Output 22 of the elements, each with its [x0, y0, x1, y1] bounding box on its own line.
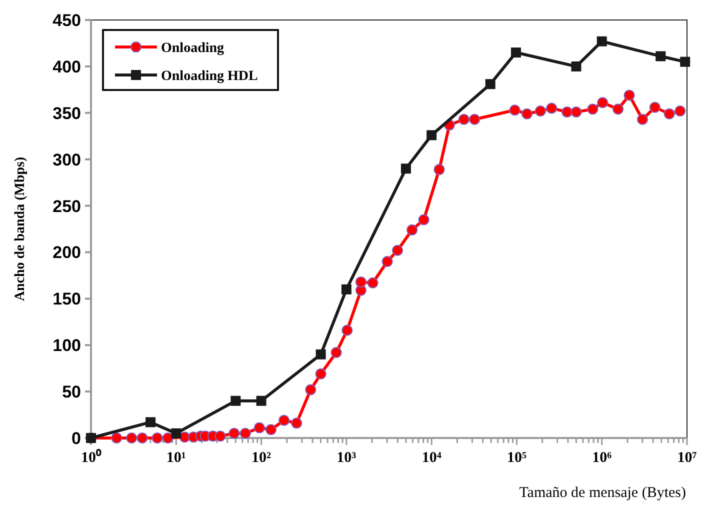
x-tick-label: 10⁵	[506, 450, 527, 466]
y-tick-label: 0	[72, 429, 81, 448]
x-tick-label: 10⁷	[677, 450, 698, 466]
legend-label: Onloading HDL	[161, 69, 258, 84]
y-tick-label: 250	[52, 196, 81, 216]
x-tick-label: 10⁶	[592, 450, 612, 466]
y-tick-label: 200	[52, 243, 81, 262]
y-tick-label: 100	[52, 336, 81, 356]
x-tick-label: 10¹	[166, 450, 186, 466]
y-tick-label: 50	[62, 382, 81, 402]
x-axis-title: Tamaño de mensaje (Bytes)	[519, 485, 686, 501]
x-tick-label: 10⁰	[81, 448, 102, 466]
y-tick-label: 150	[52, 290, 81, 309]
legend-label: Onloading	[161, 41, 224, 56]
y-axis-title: Ancho de banda (Mbps)	[13, 156, 28, 302]
y-tick-label: 300	[52, 150, 81, 170]
x-tick-label: 10²	[252, 450, 272, 466]
x-tick-label: 10⁴	[422, 450, 442, 466]
x-tick-label: 10³	[336, 450, 357, 466]
y-tick-label: 450	[52, 11, 81, 30]
y-tick-label: 400	[52, 57, 81, 76]
y-tick-label: 350	[52, 104, 81, 123]
